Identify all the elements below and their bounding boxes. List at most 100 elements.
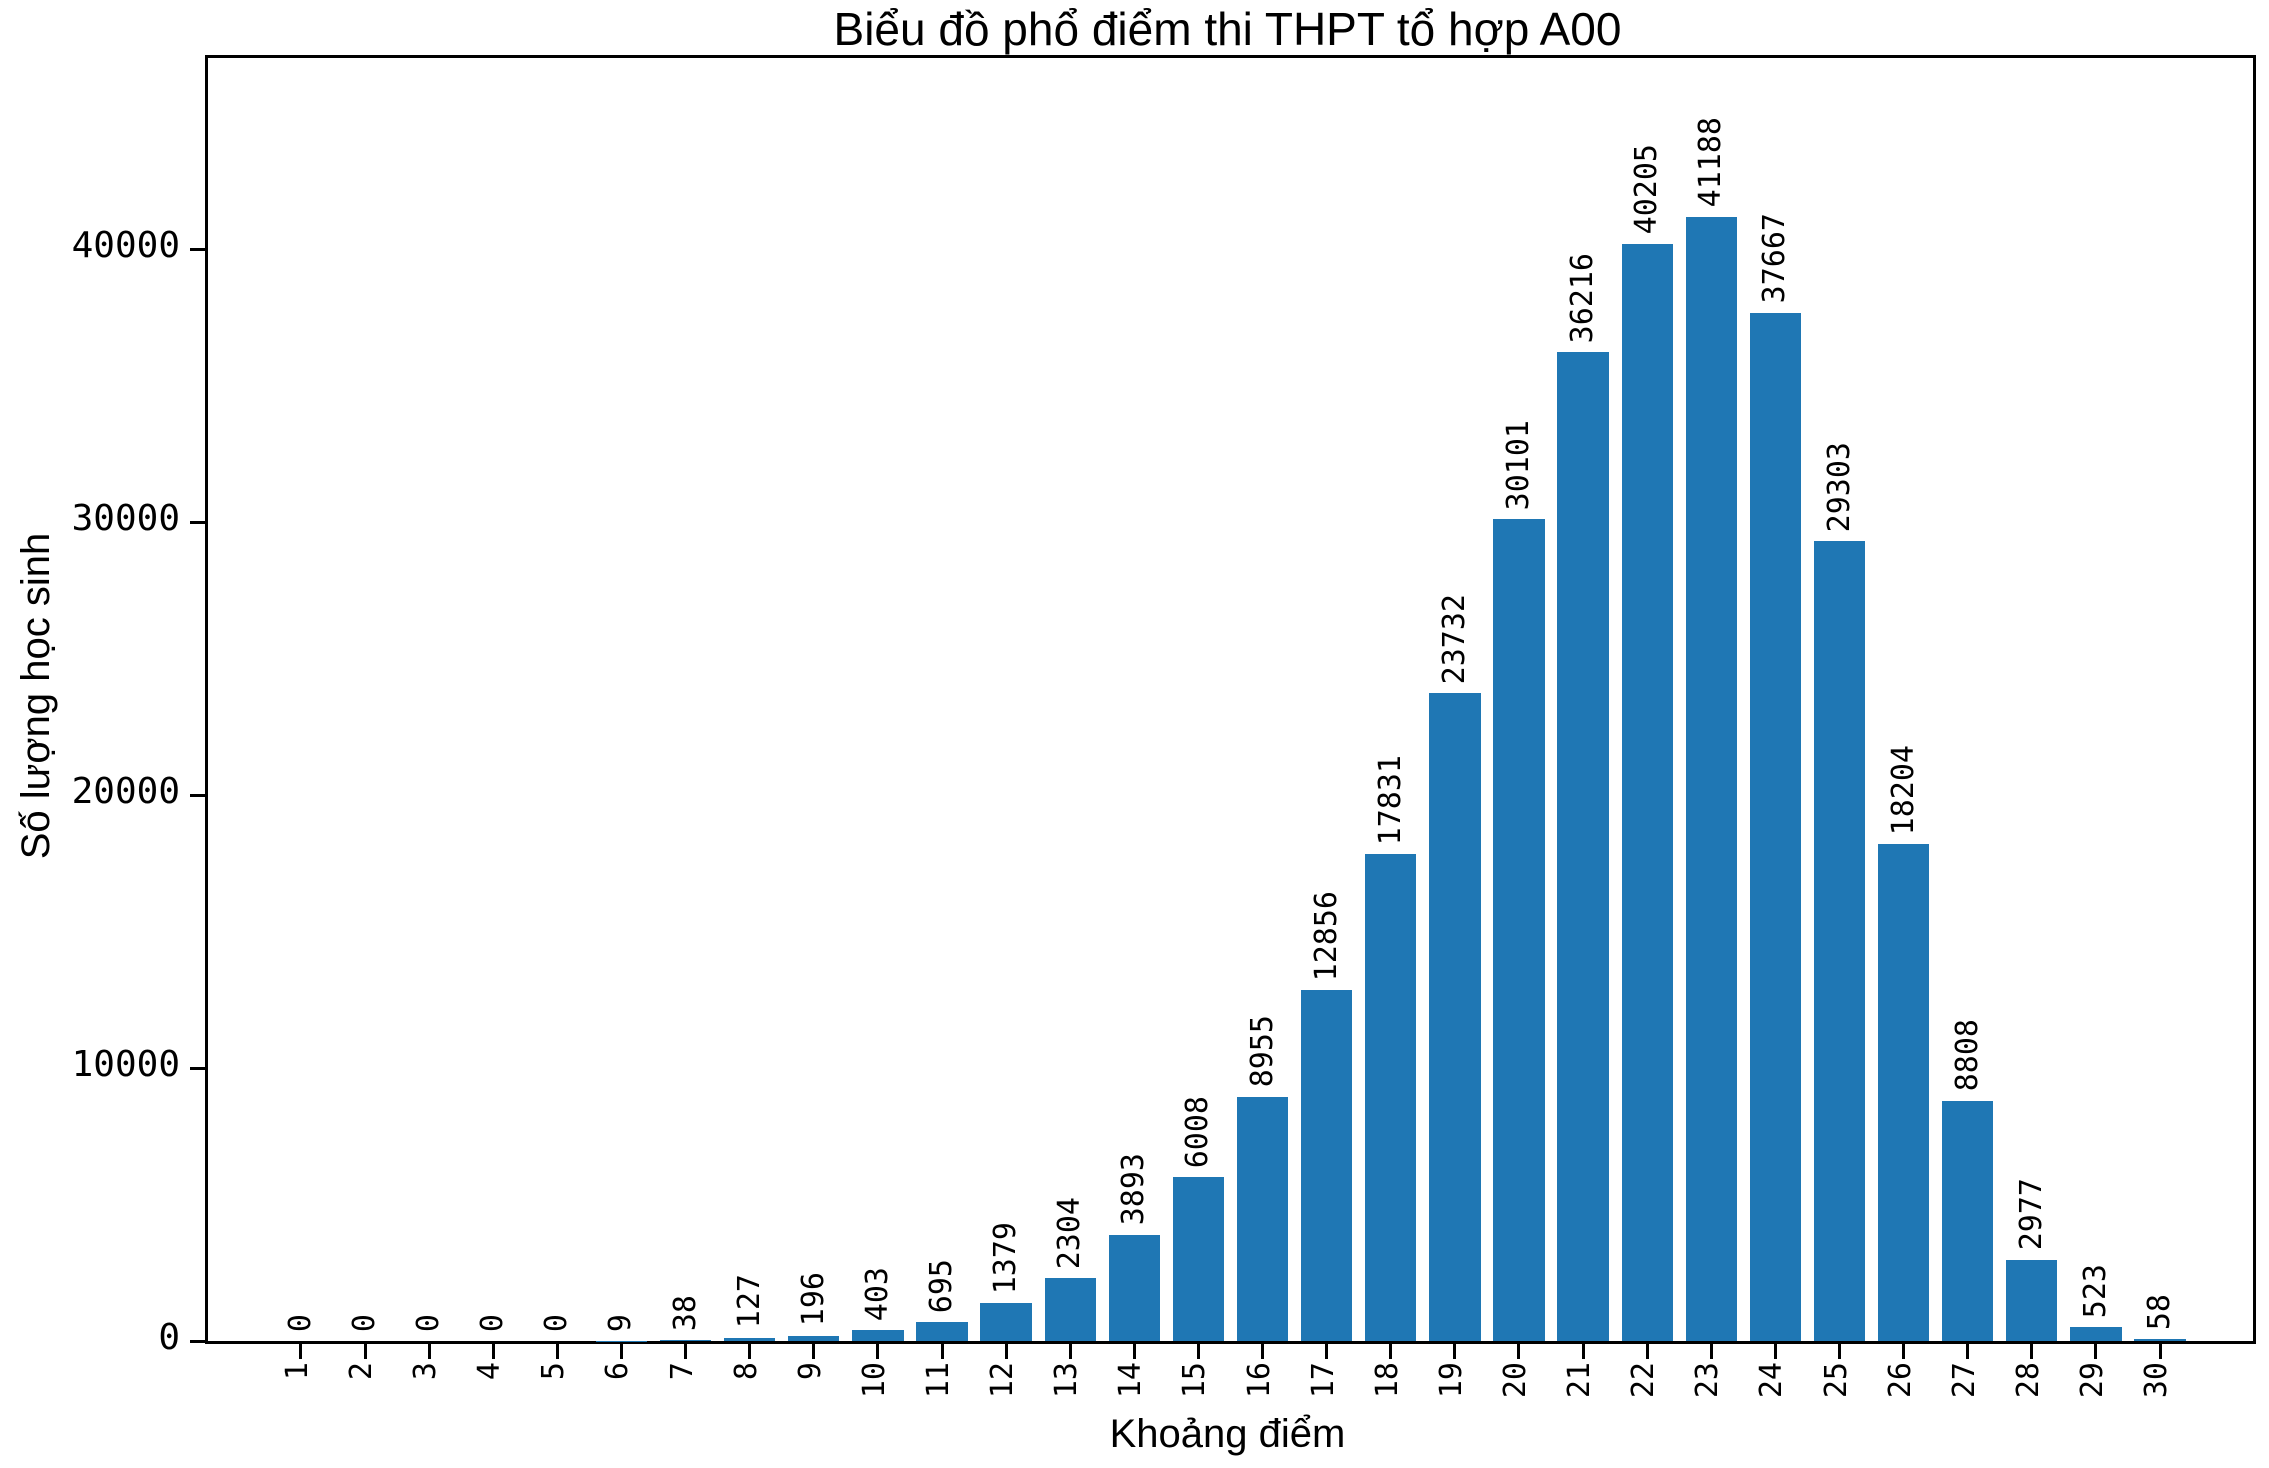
x-tick-label: 12	[985, 1362, 1021, 1399]
bar	[2070, 1326, 2122, 1341]
y-tick	[190, 1339, 205, 1343]
x-tick	[363, 1344, 367, 1359]
x-tick	[1838, 1344, 1841, 1359]
y-tick	[190, 1066, 205, 1070]
x-tick-label: 30	[2139, 1362, 2175, 1399]
bar	[2006, 1259, 2058, 1341]
bar-value-label: 2977	[2013, 1178, 2049, 1251]
y-tick-label: 0	[158, 1317, 180, 1358]
bar-value-label: 0	[347, 1313, 383, 1332]
bar-value-label: 1379	[988, 1222, 1024, 1295]
x-tick-label: 17	[1305, 1362, 1341, 1399]
bar-value-label: 18204	[1885, 744, 1921, 836]
x-tick	[684, 1344, 688, 1359]
bar	[1108, 1234, 1160, 1341]
x-tick-label: 15	[1177, 1362, 1213, 1399]
x-tick-label: 21	[1562, 1362, 1598, 1399]
bar	[788, 1335, 840, 1341]
bar	[1685, 216, 1737, 1341]
x-tick	[2158, 1344, 2162, 1359]
bar-value-label: 196	[795, 1272, 831, 1327]
bar	[1044, 1278, 1096, 1341]
x-tick	[1196, 1344, 1200, 1359]
bar-value-label: 127	[731, 1274, 767, 1329]
x-tick	[812, 1344, 816, 1359]
bar-value-label: 37667	[1757, 213, 1793, 304]
x-tick	[555, 1344, 559, 1359]
x-tick	[1453, 1344, 1457, 1359]
bar-value-label: 3893	[1116, 1153, 1152, 1226]
x-tick	[1517, 1344, 1521, 1359]
bar-value-label: 30101	[1500, 420, 1536, 511]
x-tick-label: 24	[1754, 1362, 1790, 1399]
x-tick-label: 7	[664, 1362, 700, 1381]
y-tick	[190, 247, 205, 251]
x-tick	[2094, 1344, 2098, 1359]
bar-value-label: 9	[603, 1313, 639, 1332]
bar	[1877, 844, 1930, 1341]
x-tick	[1645, 1344, 1649, 1359]
x-tick	[748, 1344, 752, 1359]
bar	[1942, 1100, 1994, 1341]
bar	[1172, 1177, 1225, 1341]
x-tick	[1004, 1344, 1008, 1359]
x-tick-label: 27	[1946, 1362, 1982, 1399]
bar	[1301, 990, 1353, 1341]
bar-value-label: 0	[475, 1313, 511, 1332]
x-tick	[1389, 1344, 1393, 1359]
bar	[659, 1339, 712, 1341]
bar-value-label: 41188	[1693, 117, 1729, 208]
x-tick-label: 14	[1113, 1362, 1149, 1399]
bar	[1813, 541, 1866, 1341]
x-tick-label: 25	[1818, 1362, 1854, 1399]
x-tick-label: 13	[1049, 1362, 1085, 1399]
x-tick-label: 19	[1433, 1362, 1469, 1399]
bar-value-label: 695	[924, 1258, 960, 1314]
bar-value-label: 58	[2142, 1294, 2178, 1331]
x-tick	[427, 1344, 431, 1359]
x-tick-label: 20	[1497, 1362, 1533, 1399]
bar-value-label: 403	[859, 1266, 895, 1321]
bar	[2134, 1339, 2186, 1341]
bar	[1236, 1096, 1289, 1341]
x-tick-label: 28	[2010, 1362, 2046, 1399]
x-tick-label: 3	[408, 1362, 444, 1381]
x-tick	[1325, 1344, 1329, 1359]
bar	[1493, 519, 1545, 1341]
bar	[1365, 854, 1417, 1341]
bar	[980, 1303, 1032, 1341]
bar-value-label: 36216	[1565, 253, 1601, 344]
bar	[1749, 312, 1802, 1341]
x-tick	[1581, 1344, 1585, 1359]
x-tick-label: 8	[728, 1362, 764, 1381]
y-tick	[190, 520, 205, 524]
x-tick-label: 23	[1690, 1362, 1726, 1399]
x-tick-label: 6	[600, 1362, 636, 1381]
bar-value-label: 12856	[1308, 890, 1344, 982]
bar-value-label: 523	[2077, 1263, 2113, 1318]
x-tick-label: 5	[536, 1362, 572, 1381]
chart-title: Biểu đồ phổ điểm thi THPT tổ hợp A00	[833, 3, 1622, 55]
x-tick-label: 2	[344, 1362, 380, 1381]
bar	[1621, 243, 1673, 1341]
x-tick	[1261, 1344, 1265, 1359]
bar-value-label: 8808	[1949, 1019, 1985, 1092]
bar	[724, 1337, 776, 1341]
x-tick	[1773, 1344, 1777, 1359]
bar	[1429, 693, 1481, 1341]
y-tick-label: 10000	[71, 1044, 180, 1086]
x-tick	[299, 1344, 303, 1359]
x-tick-label: 1	[279, 1362, 315, 1381]
bar	[852, 1330, 904, 1341]
bar-value-label: 2304	[1052, 1196, 1088, 1270]
x-tick	[491, 1344, 495, 1359]
x-tick-label: 16	[1241, 1362, 1277, 1399]
x-tick-label: 9	[792, 1362, 828, 1381]
plot-area: 0 0 0 0 0 9 38 127 196 403 695 1379 2304 3893 6008 8955…	[190, 55, 2256, 1359]
bar-value-label: 8955	[1244, 1015, 1280, 1088]
x-tick	[619, 1344, 623, 1359]
bar-value-label: 0	[411, 1313, 447, 1332]
y-tick	[190, 793, 205, 797]
y-tick-label: 20000	[71, 771, 180, 813]
